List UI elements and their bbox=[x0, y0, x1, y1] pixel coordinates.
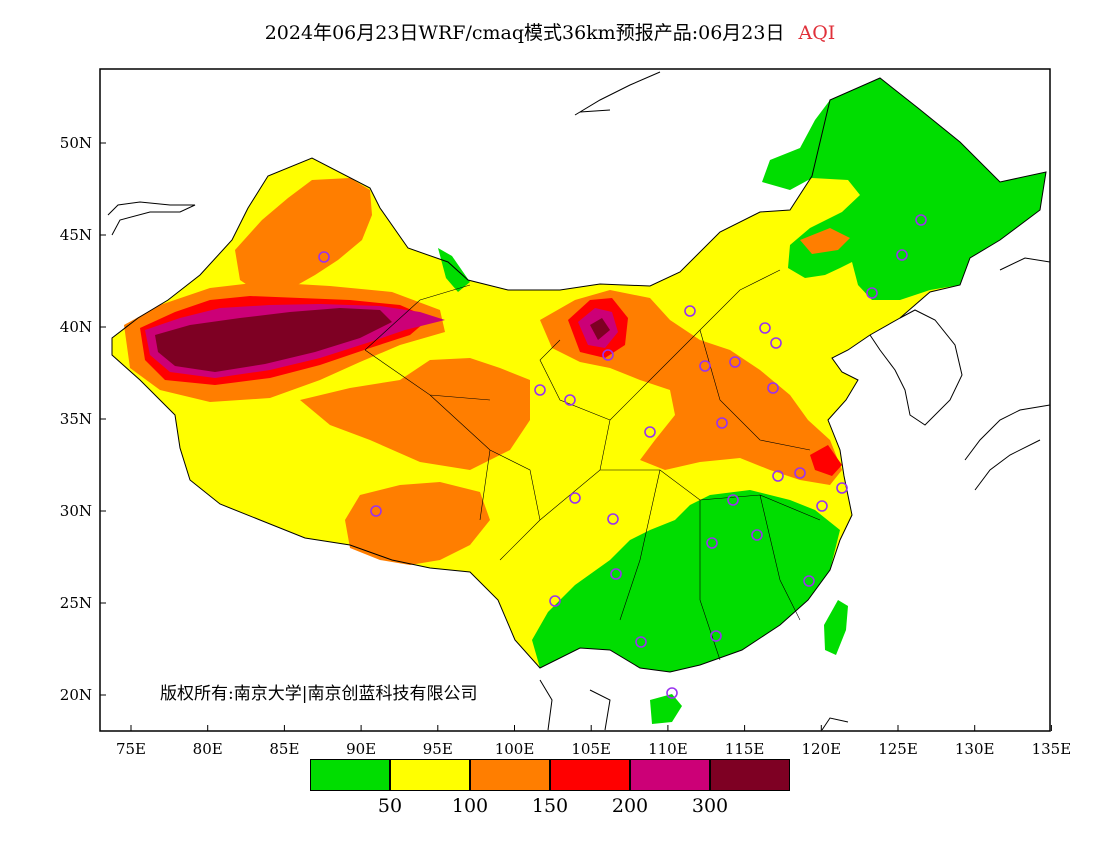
legend-label: 50 bbox=[377, 795, 403, 817]
lon-tick-label: 80E bbox=[193, 740, 223, 758]
station-marker bbox=[569, 492, 581, 504]
lon-tick-label: 75E bbox=[116, 740, 146, 758]
title-product: AQI bbox=[798, 22, 836, 44]
copyright-notice: 版权所有:南京大学|南京创蓝科技有限公司 bbox=[160, 684, 478, 704]
station-marker bbox=[699, 360, 711, 372]
map-frame bbox=[99, 68, 1051, 732]
legend-label: 300 bbox=[691, 795, 729, 817]
axis-ticks: 75E 80E 85E 90E 95E 100E 105E 110E 115E 120E 125E 1… bbox=[60, 134, 1071, 758]
legend-swatch-yellow bbox=[390, 759, 470, 791]
lat-tick-label: 45N bbox=[60, 226, 92, 244]
lon-tick-label: 110E bbox=[648, 740, 688, 758]
station-marker bbox=[727, 494, 739, 506]
legend-swatch-orange bbox=[470, 759, 550, 791]
hainan-region bbox=[650, 694, 682, 724]
japan-outline bbox=[964, 404, 1050, 491]
station-marker bbox=[684, 305, 696, 317]
aqi-unhealthy-yangtze-delta bbox=[810, 445, 842, 476]
lon-tick-label: 115E bbox=[725, 740, 765, 758]
lon-tick-label: 120E bbox=[802, 740, 842, 758]
legend-swatch-maroon bbox=[710, 759, 790, 791]
korea-outline bbox=[869, 309, 963, 426]
station-marker bbox=[610, 568, 622, 580]
station-marker bbox=[534, 384, 546, 396]
station-marker bbox=[716, 417, 728, 429]
station-marker bbox=[564, 394, 576, 406]
station-marker bbox=[915, 214, 927, 226]
station-marker bbox=[602, 349, 614, 361]
lon-tick-label: 100E bbox=[495, 740, 535, 758]
legend-label: 150 bbox=[531, 795, 569, 817]
station-marker bbox=[607, 513, 619, 525]
map-plot-area bbox=[107, 71, 1050, 731]
station-marker bbox=[794, 467, 806, 479]
station-marker bbox=[836, 482, 848, 494]
taiwan-region bbox=[824, 600, 848, 655]
lat-tick-label: 25N bbox=[60, 594, 92, 612]
station-marker bbox=[803, 575, 815, 587]
sakhalin-outline bbox=[999, 257, 1050, 271]
station-marker bbox=[710, 630, 722, 642]
station-marker bbox=[644, 426, 656, 438]
legend-swatch-green bbox=[310, 759, 390, 791]
lon-tick-label: 90E bbox=[346, 740, 376, 758]
station-marker bbox=[318, 251, 330, 263]
lon-tick-label: 85E bbox=[269, 740, 299, 758]
philippines-outline bbox=[821, 717, 849, 731]
lat-tick-label: 30N bbox=[60, 502, 92, 520]
station-marker bbox=[759, 322, 771, 334]
province-borders bbox=[364, 269, 821, 661]
aqi-hazardous-tarim bbox=[155, 308, 392, 372]
station-marker bbox=[370, 505, 382, 517]
station-marker bbox=[772, 470, 784, 482]
lat-tick-label: 40N bbox=[60, 318, 92, 336]
aqi-moderate-northeast-plain bbox=[800, 228, 850, 254]
lon-tick-label: 95E bbox=[423, 740, 453, 758]
station-markers bbox=[318, 214, 927, 699]
legend-swatch-purple bbox=[630, 759, 710, 791]
aqi-moderate-central bbox=[300, 358, 530, 470]
lon-tick-label: 130E bbox=[955, 740, 995, 758]
station-marker bbox=[666, 687, 678, 699]
legend-label: 100 bbox=[451, 795, 489, 817]
station-marker bbox=[729, 356, 741, 368]
lake-baikal-outline bbox=[574, 71, 661, 116]
aqi-good-south bbox=[532, 490, 840, 672]
legend-swatch-red bbox=[550, 759, 630, 791]
station-marker bbox=[816, 500, 828, 512]
station-marker bbox=[770, 337, 782, 349]
station-marker bbox=[635, 636, 647, 648]
vietnam-outline bbox=[539, 679, 611, 731]
lat-tick-label: 35N bbox=[60, 410, 92, 428]
aqi-moderate-tibet-south bbox=[345, 482, 490, 565]
legend-label: 200 bbox=[611, 795, 649, 817]
lon-tick-label: 105E bbox=[571, 740, 611, 758]
aqi-moderate-north-xinjiang bbox=[235, 178, 372, 295]
lon-tick-label: 125E bbox=[878, 740, 918, 758]
aqi-good-west bbox=[438, 248, 470, 292]
aqi-hazardous-ordos bbox=[590, 318, 610, 340]
station-marker bbox=[866, 287, 878, 299]
station-marker bbox=[767, 382, 779, 394]
station-marker bbox=[706, 537, 718, 549]
lat-tick-label: 20N bbox=[60, 686, 92, 704]
china-border bbox=[111, 77, 1047, 673]
balkhash-outline bbox=[107, 201, 196, 236]
station-marker bbox=[549, 595, 561, 607]
station-marker bbox=[751, 529, 763, 541]
title-text: 2024年06月23日WRF/cmaq模式36km预报产品:06月23日 bbox=[264, 22, 785, 44]
lat-tick-label: 50N bbox=[60, 134, 92, 152]
lon-tick-label: 135E bbox=[1032, 740, 1072, 758]
station-marker bbox=[896, 249, 908, 261]
map-title: 2024年06月23日WRF/cmaq模式36km预报产品:06月23日 AQI bbox=[0, 18, 1100, 45]
